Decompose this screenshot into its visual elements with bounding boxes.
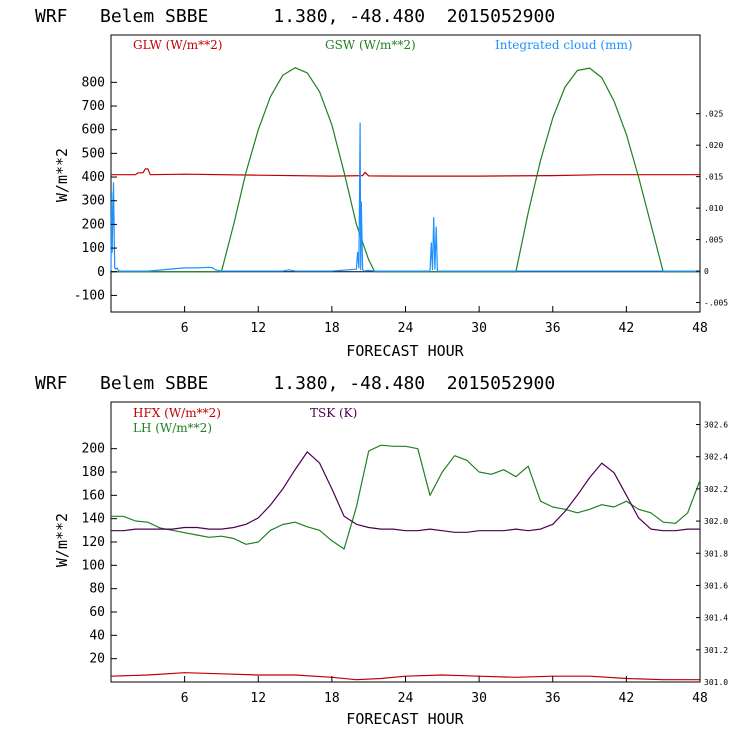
chart-1-y2-tick-label: -.005 — [704, 299, 728, 308]
chart-1-x-tick-label: 12 — [250, 321, 266, 336]
chart-2-y2-tick-label: 301.2 — [704, 646, 728, 655]
chart-1-y-tick-label: 200 — [82, 217, 105, 232]
chart-2-y2-tick-label: 302.6 — [704, 421, 728, 430]
chart-2-x-tick-label: 6 — [181, 691, 189, 706]
chart-2-ylabel: W/m**2 — [53, 513, 71, 567]
chart-2-y-tick-label: 100 — [82, 558, 105, 573]
chart-2-x-tick-label: 30 — [471, 691, 487, 706]
chart-1-x-tick-label: 18 — [324, 321, 340, 336]
chart-2-series-group — [110, 444, 701, 681]
chart-1-y-tick-label: 800 — [82, 75, 105, 90]
chart-1-series-group — [110, 67, 700, 273]
chart-2-y2-tick-label: 302.4 — [704, 453, 728, 462]
chart-2-x-tick-label: 42 — [619, 691, 635, 706]
chart-1-y-axis: -100 0 100 200 300 400 500 600 700 800 — [74, 75, 117, 303]
chart-2-y-tick-label: 140 — [82, 512, 105, 527]
chart-1-x-tick-label: 42 — [619, 321, 635, 336]
chart-1-x-tick-label: 36 — [545, 321, 561, 336]
chart-1-x-tick-label: 48 — [692, 321, 708, 336]
chart-1-series-gsw-line — [111, 67, 700, 273]
chart-2-title: WRF Belem SBBE 1.380, -48.480 2015052900 — [35, 373, 555, 394]
chart-2-legend-lh: LH (W/m**2) — [133, 421, 212, 435]
chart-1-y-tick-label: 100 — [82, 241, 105, 256]
chart-1-y2-tick-label: 0 — [704, 267, 709, 276]
chart-2-y2-tick-label: 301.0 — [704, 678, 728, 687]
chart-2-xlabel: FORECAST HOUR — [346, 710, 464, 728]
chart-1-y-tick-label: -100 — [74, 288, 105, 303]
chart-2-y-tick-label: 180 — [82, 465, 105, 480]
chart-1-legend-gsw: GSW (W/m**2) — [325, 38, 416, 52]
chart-2-y2-tick-label: 302.0 — [704, 517, 728, 526]
chart-2-y-tick-label: 200 — [82, 442, 105, 457]
chart-1-x-axis: 6 12 18 24 30 36 42 48 — [181, 306, 708, 336]
chart-2-y-tick-label: 120 — [82, 535, 105, 550]
chart-2-y2-tick-label: 301.8 — [704, 549, 728, 558]
chart-1-x-tick-label: 6 — [181, 321, 189, 336]
chart-2-x-tick-label: 18 — [324, 691, 340, 706]
chart-2-plot-frame — [110, 401, 701, 683]
chart-1-y2-tick-label: .005 — [704, 236, 723, 245]
chart-2-y-tick-label: 160 — [82, 488, 105, 503]
chart-2-legend-tsk: TSK (K) — [310, 406, 357, 420]
chart-1-series-integrated-line — [110, 122, 700, 272]
chart-1-x-tick-label: 24 — [398, 321, 414, 336]
chart-1-series-glw-line — [111, 168, 700, 177]
chart-2-y-axis: 20 40 60 80 100 120 140 160 180 200 — [82, 442, 117, 667]
chart-2-y-tick-label: 40 — [89, 628, 105, 643]
chart-1-y-tick-label: 400 — [82, 170, 105, 185]
chart-2-y-tick-label: 20 — [89, 652, 105, 667]
chart-2-y2-tick-label: 301.4 — [704, 614, 728, 623]
chart-2-x-axis: 6 12 18 24 30 36 42 48 — [181, 676, 708, 706]
chart-2-y2-axis: 302.6 302.4 302.2 302.0 301.8 301.6 301.4 301.2… — [696, 421, 728, 687]
chart-1-y2-tick-label: .010 — [704, 204, 723, 213]
chart-1-y2-tick-label: .020 — [704, 141, 723, 150]
chart-1-y-tick-label: 700 — [82, 99, 105, 114]
chart-1-y2-tick-label: .015 — [704, 173, 723, 182]
chart-2-x-tick-label: 48 — [692, 691, 708, 706]
chart-2-x-tick-label: 24 — [398, 691, 414, 706]
chart-1-y-tick-label: 0 — [97, 265, 105, 280]
chart-1-x-tick-label: 30 — [471, 321, 487, 336]
chart-1-legend-glw: GLW (W/m**2) — [133, 38, 222, 52]
chart-2-y-tick-label: 80 — [89, 582, 105, 597]
chart-1-y-tick-label: 600 — [82, 123, 105, 138]
chart-1-xlabel: FORECAST HOUR — [346, 342, 464, 360]
chart-1-y-tick-label: 300 — [82, 194, 105, 209]
chart-2-x-tick-label: 12 — [250, 691, 266, 706]
chart-2-series-tsk-line — [111, 451, 700, 533]
chart-1-plot-frame — [110, 34, 701, 313]
chart-2-legend-hfx: HFX (W/m**2) — [133, 406, 221, 420]
chart-1-ylabel: W/m**2 — [53, 148, 71, 202]
chart-2-series-lh-line — [111, 444, 701, 550]
chart-2-y2-tick-label: 302.2 — [704, 485, 728, 494]
chart-2-y2-tick-label: 301.6 — [704, 581, 728, 590]
chart-2-series-hfx-line — [110, 672, 700, 681]
chart-1-y2-tick-label: .025 — [704, 110, 723, 119]
chart-1-y-tick-label: 500 — [82, 146, 105, 161]
chart-1-title: WRF Belem SBBE 1.380, -48.480 2015052900 — [35, 6, 555, 27]
chart-1-legend-cloud: Integrated cloud (mm) — [495, 38, 633, 52]
chart-2-x-tick-label: 36 — [545, 691, 561, 706]
chart-1-y2-axis: .025 .020 .015 .010 .005 0 -.005 — [696, 110, 728, 308]
chart-2-y-tick-label: 60 — [89, 605, 105, 620]
